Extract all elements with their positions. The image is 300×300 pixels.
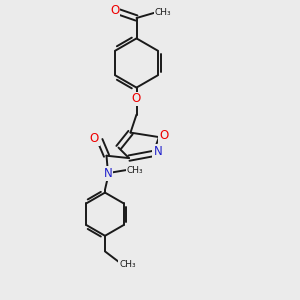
Text: N: N — [153, 145, 162, 158]
Text: O: O — [90, 132, 99, 145]
Text: O: O — [110, 4, 119, 17]
Text: O: O — [132, 92, 141, 106]
Text: O: O — [159, 129, 168, 142]
Text: CH₃: CH₃ — [126, 166, 143, 175]
Text: CH₃: CH₃ — [119, 260, 136, 269]
Text: N: N — [103, 167, 112, 180]
Text: CH₃: CH₃ — [154, 8, 171, 17]
